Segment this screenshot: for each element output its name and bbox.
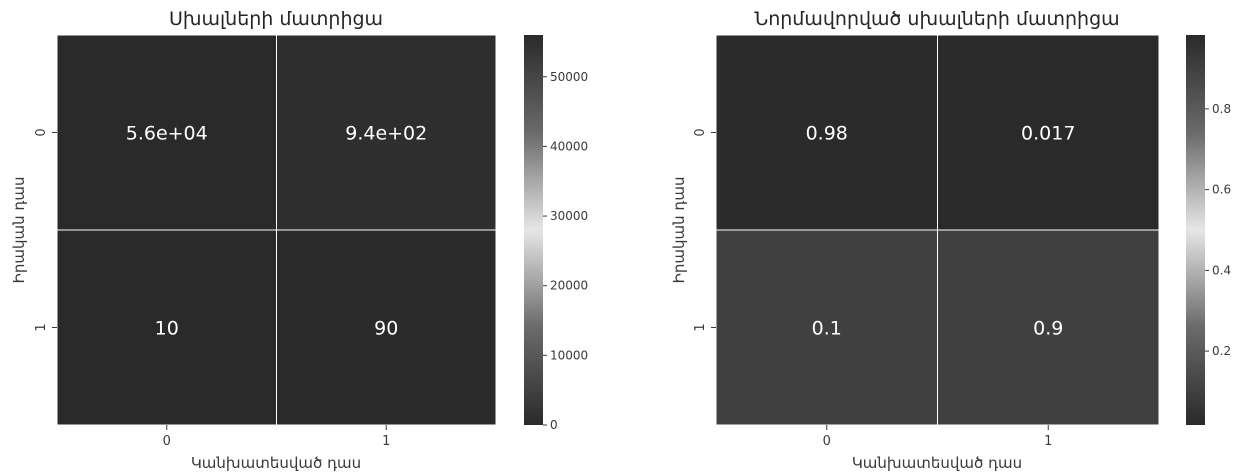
heatmap-cell bbox=[56, 34, 277, 231]
cell-annotation: 0.9 bbox=[1033, 318, 1063, 340]
x-tick-label: 1 bbox=[1044, 434, 1052, 449]
x-tick-label: 0 bbox=[163, 434, 171, 449]
colorbar: 0.2 0.4 0.6 0.8 bbox=[1186, 35, 1231, 425]
colorbar-tick-label: 20000 bbox=[550, 279, 588, 293]
cell-annotations: 5.6e+04 9.4e+02 10 90 bbox=[126, 123, 428, 340]
y-axis-label: Իրական դաս bbox=[10, 177, 28, 284]
colorbar-tick-label: 10000 bbox=[550, 348, 588, 362]
heatmap-cell bbox=[937, 229, 1160, 426]
y-axis-label: Իրական դաս bbox=[670, 177, 688, 284]
cell-annotation: 10 bbox=[155, 318, 179, 340]
y-ticks: 01 bbox=[693, 128, 716, 332]
y-tick-label: 1 bbox=[693, 323, 708, 331]
colorbar-tick-label: 50000 bbox=[550, 70, 588, 84]
colorbar-gradient bbox=[524, 35, 543, 425]
chart-title: Սխալների մատրիցա bbox=[169, 8, 383, 30]
heatmap-cells bbox=[715, 34, 1160, 426]
y-ticks: 01 bbox=[34, 128, 57, 332]
cell-annotation: 0.98 bbox=[806, 123, 848, 145]
colorbar-gradient bbox=[1186, 35, 1205, 425]
x-tick-label: 1 bbox=[382, 434, 390, 449]
y-tick-label: 0 bbox=[34, 128, 49, 136]
normalized-confusion-matrix-panel: Նորմավորված սխալների մատրիցա 0.98 0.0170.… bbox=[670, 8, 1231, 472]
colorbar-tick-label: 0.6 bbox=[1212, 183, 1231, 197]
x-tick-label: 0 bbox=[823, 434, 831, 449]
colorbar-tick-label: 30000 bbox=[550, 209, 588, 223]
cell-annotations: 0.98 0.017 0.1 0.9 bbox=[806, 123, 1076, 340]
y-tick-label: 1 bbox=[34, 323, 49, 331]
heatmap-cell bbox=[276, 34, 497, 231]
heatmap-cell bbox=[715, 34, 938, 231]
heatmap-cells bbox=[56, 34, 497, 426]
x-axis-label: Կանխատեսված դաս bbox=[852, 454, 1022, 472]
heatmap-cell bbox=[937, 34, 1160, 231]
cell-annotation: 0.017 bbox=[1021, 123, 1075, 145]
cell-annotation: 90 bbox=[374, 318, 398, 340]
cell-annotation: 0.1 bbox=[812, 318, 842, 340]
chart-title: Նորմավորված սխալների մատրիցա bbox=[754, 8, 1119, 30]
colorbar-tick-label: 40000 bbox=[550, 139, 588, 153]
colorbar: 0 10000 20000 30000 40000 50000 bbox=[524, 35, 588, 432]
heatmap-cell bbox=[56, 229, 277, 426]
colorbar-tick-label: 0.2 bbox=[1212, 344, 1231, 358]
y-tick-label: 0 bbox=[693, 128, 708, 136]
colorbar-tick-label: 0.8 bbox=[1212, 102, 1231, 116]
colorbar-tick-label: 0.4 bbox=[1212, 263, 1231, 277]
colorbar-tick-label: 0 bbox=[550, 418, 558, 432]
cell-annotation: 5.6e+04 bbox=[126, 123, 208, 145]
x-axis-label: Կանխատեսված դաս bbox=[191, 454, 361, 472]
cell-annotation: 9.4e+02 bbox=[345, 123, 427, 145]
heatmap-cell bbox=[276, 229, 497, 426]
